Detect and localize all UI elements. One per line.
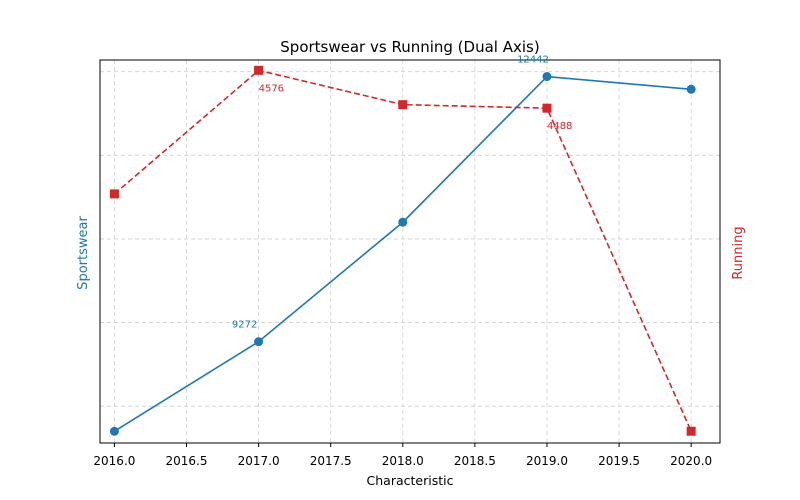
x-tick-label: 2019.5 [598,454,640,468]
x-tick-label: 2018.0 [382,454,424,468]
data-point [542,72,552,82]
data-label: 4576 [259,83,284,94]
x-axis-label: Characteristic [367,473,454,488]
series: 9272 12442 4576 4488 [109,55,696,436]
x-tick-label: 2019.0 [526,454,568,468]
data-point [398,100,408,110]
data-point [686,426,696,436]
data-point [109,189,119,199]
data-point [398,217,408,227]
grid [100,60,720,443]
series-running: 4576 4488 [109,65,696,436]
x-tick-label: 2016.0 [93,454,135,468]
labels: Sportswear vs Running (Dual Axis) Charac… [76,38,746,488]
data-point [254,65,264,75]
data-label: 4488 [547,121,572,132]
x-tick-label: 2017.0 [238,454,280,468]
data-point [109,426,119,436]
left-axis-label: Sportswear [76,216,91,290]
data-point [254,337,264,347]
series-sportswear: 9272 12442 [109,55,696,436]
data-point [542,103,552,113]
right-axis-label: Running [731,226,746,279]
chart-title: Sportswear vs Running (Dual Axis) [280,38,539,56]
x-tick-label: 2017.5 [310,454,352,468]
data-label: 12442 [517,55,549,66]
x-tick-label: 2018.5 [454,454,496,468]
plot-frame [99,59,721,444]
x-tick-label: 2016.5 [166,454,208,468]
data-label: 9272 [232,320,257,331]
data-point [686,84,696,94]
axes: 2016.0 2016.5 2017.0 2017.5 2018.0 2018.5 2019… [93,59,721,468]
x-tick-label: 2020.0 [670,454,712,468]
